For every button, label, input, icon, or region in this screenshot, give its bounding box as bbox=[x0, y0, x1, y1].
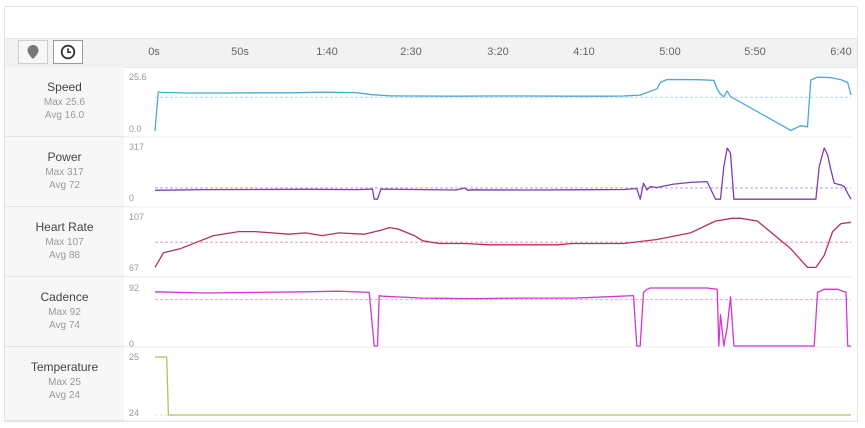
series-line-cadence bbox=[154, 287, 851, 347]
map-pin-icon bbox=[27, 45, 39, 59]
metric-name: Heart Rate bbox=[35, 220, 94, 234]
time-tick-label: 0s bbox=[148, 46, 160, 58]
time-tick-label: 4:10 bbox=[573, 46, 595, 58]
metric-avg: Avg 24 bbox=[49, 390, 80, 401]
y-tick-label: 25.6 bbox=[129, 72, 147, 82]
time-tick-label: 5:00 bbox=[659, 46, 681, 58]
y-tick-label: 92 bbox=[129, 283, 139, 293]
y-tick-label: 67 bbox=[129, 263, 139, 273]
power-label-panel: Power Max 317 Avg 72 bbox=[5, 137, 124, 207]
time-axis-bar bbox=[5, 38, 857, 68]
series-line-speed bbox=[154, 76, 852, 132]
cadence-label-panel: Cadence Max 92 Avg 74 bbox=[5, 277, 124, 347]
series-line-heart-rate bbox=[154, 217, 852, 269]
y-tick-label: 24 bbox=[129, 408, 139, 418]
time-view-button[interactable] bbox=[53, 40, 83, 64]
y-tick-label: 0 bbox=[129, 193, 134, 203]
metric-max: Max 317 bbox=[45, 167, 84, 178]
speed-label-panel: Speed Max 25.6 Avg 16.0 bbox=[5, 67, 124, 137]
y-tick-label: 0 bbox=[129, 339, 134, 349]
activity-chart-panel bbox=[4, 6, 858, 422]
time-tick-label: 5:50 bbox=[744, 46, 766, 58]
metric-max: Max 92 bbox=[48, 307, 81, 318]
series-line-power bbox=[154, 147, 852, 200]
time-tick-label: 1:40 bbox=[316, 46, 338, 58]
y-tick-label: 317 bbox=[129, 142, 144, 152]
y-tick-label: 25 bbox=[129, 352, 139, 362]
metric-name: Power bbox=[47, 150, 82, 164]
clock-icon bbox=[60, 44, 76, 60]
map-view-button[interactable] bbox=[18, 40, 48, 64]
panel-header bbox=[5, 7, 857, 37]
metric-name: Cadence bbox=[40, 290, 89, 304]
heart-rate-label-panel: Heart Rate Max 107 Avg 88 bbox=[5, 207, 124, 277]
metric-avg: Avg 72 bbox=[49, 180, 80, 191]
metric-max: Max 25 bbox=[48, 377, 81, 388]
y-tick-label: 107 bbox=[129, 212, 144, 222]
time-tick-label: 6:40 bbox=[830, 46, 852, 58]
metric-name: Speed bbox=[47, 80, 82, 94]
time-tick-label: 3:20 bbox=[487, 46, 509, 58]
metric-name: Temperature bbox=[30, 360, 99, 374]
metric-max: Max 25.6 bbox=[43, 97, 86, 108]
metric-max: Max 107 bbox=[45, 237, 84, 248]
metric-avg: Avg 74 bbox=[49, 320, 80, 331]
time-tick-label: 50s bbox=[231, 46, 249, 58]
y-tick-label: 0.0 bbox=[129, 124, 142, 134]
temperature-label-panel: Temperature Max 25 Avg 24 bbox=[5, 347, 124, 421]
metric-avg: Avg 88 bbox=[49, 250, 80, 261]
time-tick-label: 2:30 bbox=[400, 46, 422, 58]
metric-avg: Avg 16.0 bbox=[44, 110, 85, 121]
series-line-temperature bbox=[155, 356, 851, 416]
